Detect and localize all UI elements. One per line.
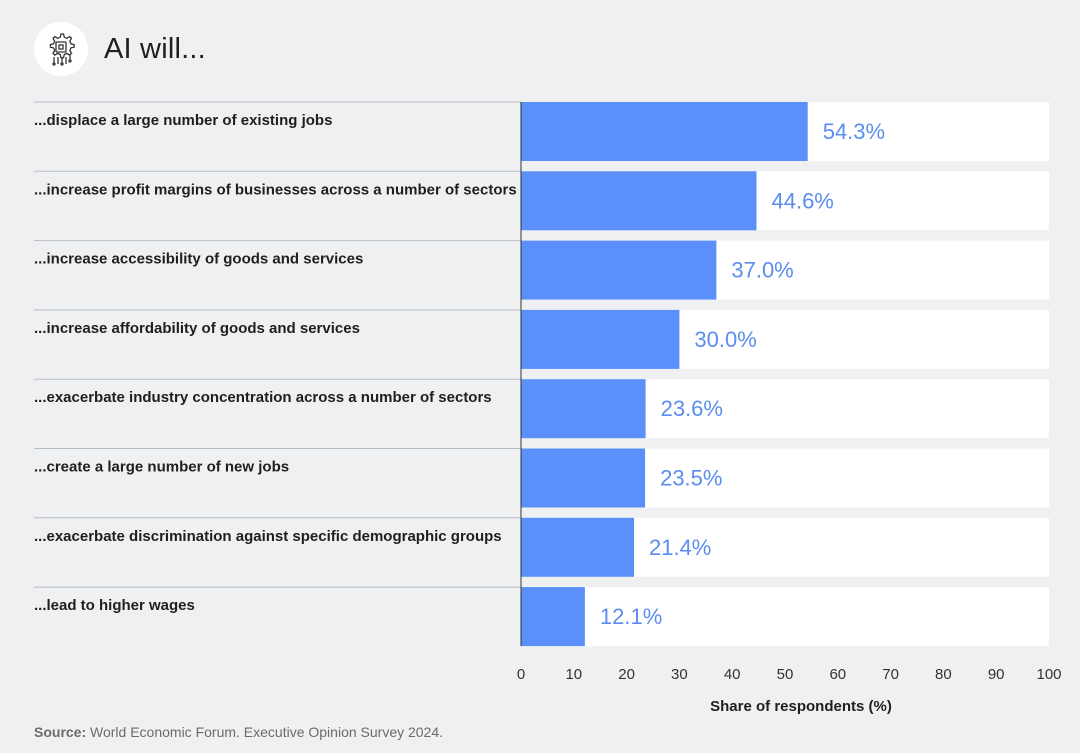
category-label: ...increase accessibility of goods and s…: [34, 251, 363, 268]
x-tick-label: 20: [618, 666, 635, 683]
bar: [521, 379, 646, 439]
value-label: 30.0%: [694, 327, 756, 352]
source-text: World Economic Forum. Executive Opinion …: [86, 724, 444, 740]
value-label: 23.5%: [660, 466, 722, 491]
category-label: ...lead to higher wages: [34, 597, 195, 614]
x-axis-title: Share of respondents (%): [710, 698, 892, 715]
x-tick-label: 60: [829, 666, 846, 683]
bar: [521, 240, 717, 300]
category-label: ...increase affordability of goods and s…: [34, 320, 360, 337]
bar: [521, 309, 680, 369]
value-label: 12.1%: [600, 604, 662, 629]
value-label: 37.0%: [731, 258, 793, 283]
x-tick-label: 30: [671, 666, 688, 683]
bar: [521, 102, 808, 161]
source-label: Source:: [34, 724, 87, 740]
value-label: 23.6%: [661, 396, 723, 421]
bar: [521, 448, 646, 508]
value-label: 44.6%: [771, 188, 833, 213]
x-tick-label: 80: [935, 666, 952, 683]
bar: [521, 517, 634, 577]
x-tick-label: 70: [882, 666, 899, 683]
value-label: 54.3%: [823, 119, 885, 144]
category-label: ...create a large number of new jobs: [34, 459, 289, 476]
x-tick-label: 90: [988, 666, 1005, 683]
x-tick-label: 0: [517, 666, 525, 683]
bar: [521, 587, 585, 647]
x-tick-label: 10: [565, 666, 582, 683]
category-label: ...displace a large number of existing j…: [34, 112, 332, 129]
category-label: ...increase profit margins of businesses…: [34, 181, 517, 198]
x-tick-label: 100: [1036, 666, 1061, 683]
chart-title: AI will...: [104, 32, 206, 65]
bar: [521, 171, 757, 231]
chart-header: AI will...: [34, 21, 206, 77]
value-label: 21.4%: [649, 535, 711, 560]
bar-track: [521, 587, 1049, 647]
category-label: ...exacerbate industry concentration acr…: [34, 389, 492, 406]
category-label: ...exacerbate discrimination against spe…: [34, 528, 502, 545]
source-note: Source: World Economic Forum. Executive …: [34, 724, 443, 740]
x-tick-label: 40: [724, 666, 741, 683]
ai-chip-gear-icon: [34, 22, 88, 76]
x-tick-label: 50: [777, 666, 794, 683]
